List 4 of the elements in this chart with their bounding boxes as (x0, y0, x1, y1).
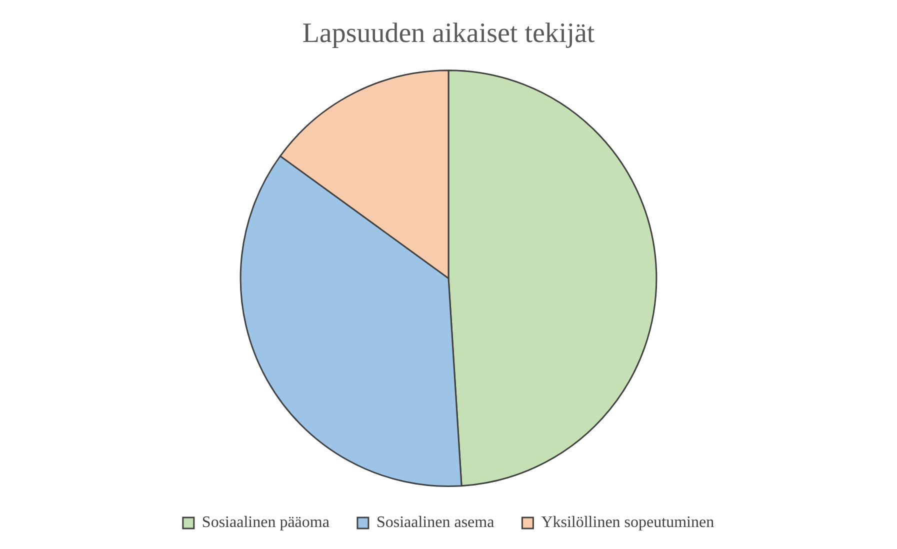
chart-title: Lapsuuden aikaiset tekijät (302, 18, 595, 50)
legend-label: Sosiaalinen asema (376, 514, 494, 532)
legend-label: Sosiaalinen pääoma (202, 514, 330, 532)
legend-label: Yksilöllinen sopeutuminen (541, 514, 714, 532)
